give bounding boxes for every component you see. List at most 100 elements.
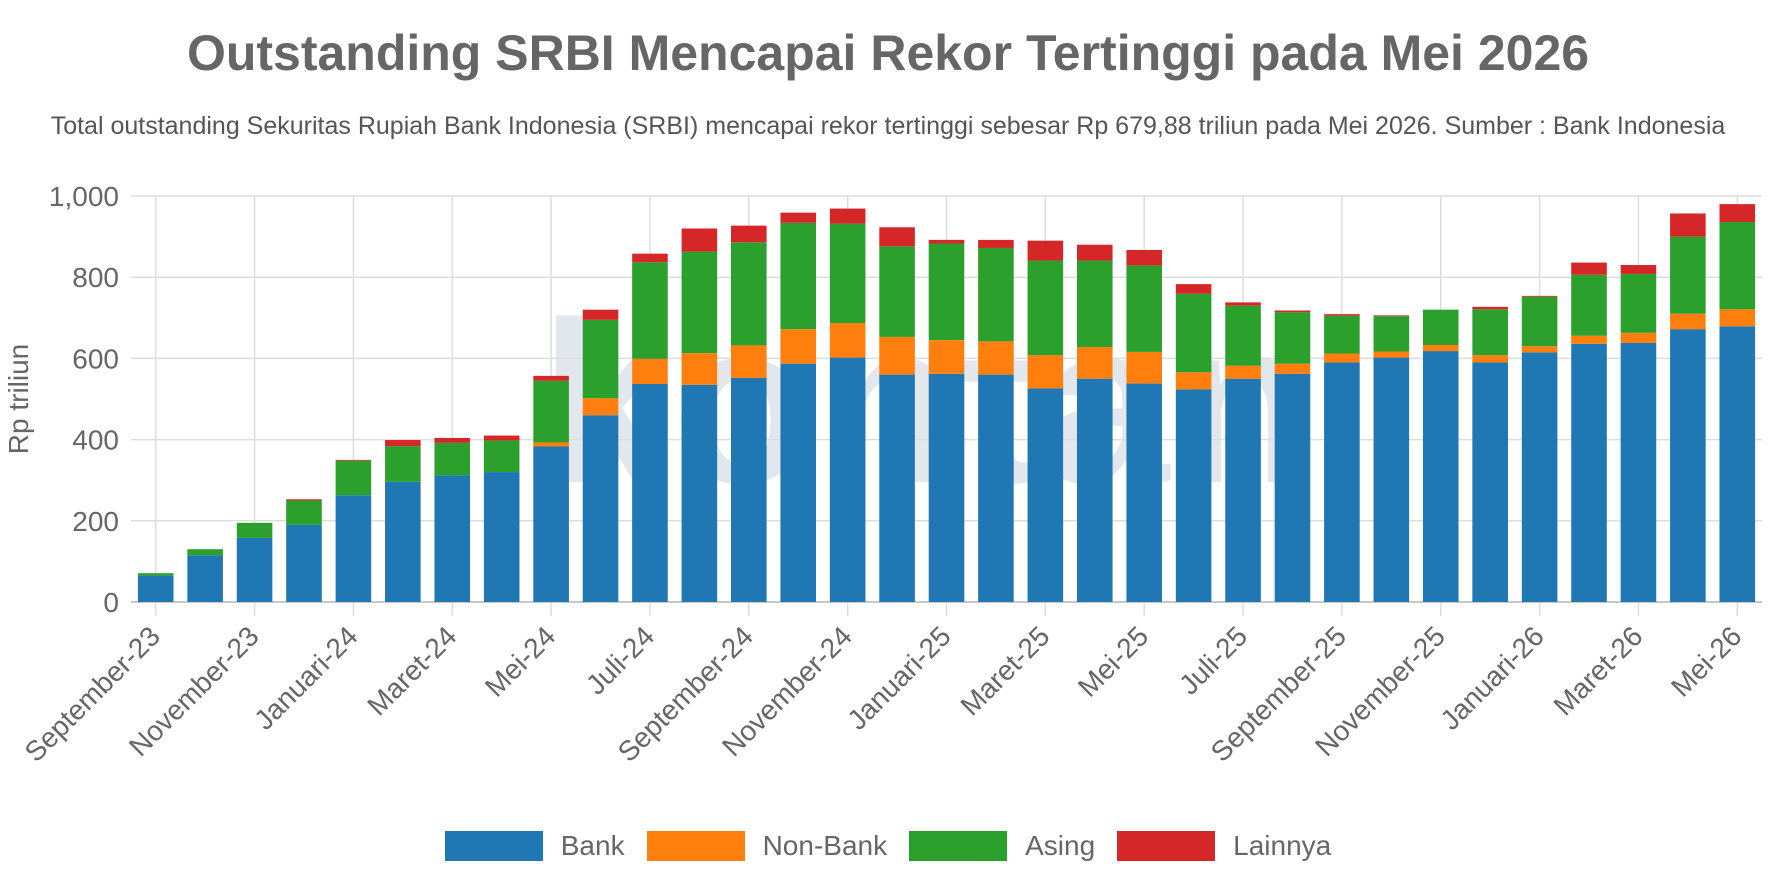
bar-lainnya — [1324, 314, 1360, 316]
bar-lainnya — [385, 440, 421, 447]
bar-non-bank — [681, 353, 718, 385]
y-tick-label: 800 — [72, 262, 119, 293]
bar-lainnya — [1670, 213, 1706, 237]
bar-bank — [286, 524, 322, 602]
bar-non-bank — [1324, 353, 1360, 363]
x-tick-label: Januari-26 — [1434, 620, 1549, 735]
bar-bank — [928, 373, 965, 602]
bar-asing — [1670, 236, 1706, 314]
bar-asing — [1373, 316, 1410, 352]
bar-lainnya — [286, 499, 322, 501]
bar-lainnya — [533, 375, 569, 381]
bar-asing — [1274, 312, 1311, 364]
chart-title: Outstanding SRBI Mencapai Rekor Tertingg… — [186, 25, 1590, 81]
bar-bank — [582, 415, 619, 602]
bar-lainnya — [978, 239, 1014, 248]
bar-lainnya — [829, 208, 866, 224]
bar-lainnya — [928, 239, 965, 244]
legend-item[interactable]: Bank — [444, 830, 625, 862]
bar-bank — [1670, 329, 1706, 602]
bar-bank — [236, 537, 273, 602]
bar-asing — [1422, 309, 1459, 346]
bar-asing — [1571, 274, 1607, 336]
legend-swatch — [646, 831, 745, 861]
bar-bank — [137, 575, 174, 602]
y-tick-label: 200 — [72, 506, 119, 537]
bar-lainnya — [1027, 240, 1064, 261]
legend-swatch — [1117, 831, 1216, 861]
bar-asing — [829, 223, 866, 324]
bar-non-bank — [1076, 347, 1113, 379]
bar-bank — [1076, 378, 1113, 602]
x-tick-label: Januari-24 — [248, 620, 363, 735]
bar-lainnya — [780, 212, 817, 223]
bar-lainnya — [1274, 310, 1311, 313]
bar-bank — [632, 383, 668, 602]
bar-non-bank — [1274, 363, 1311, 374]
bar-bank — [879, 374, 915, 602]
bar-asing — [335, 460, 372, 496]
bar-asing — [1324, 315, 1360, 354]
bar-bank — [434, 475, 471, 602]
bar-lainnya — [681, 228, 718, 252]
bar-bank — [1225, 378, 1261, 602]
legend-item[interactable]: Lainnya — [1117, 830, 1331, 862]
chart-subtitle: Total outstanding Sekuritas Rupiah Bank … — [50, 112, 1726, 140]
bar-asing — [1225, 305, 1261, 366]
bar-non-bank — [1472, 355, 1508, 363]
bar-asing — [385, 446, 421, 482]
bar-bank — [1472, 362, 1508, 602]
bar-bank — [1620, 342, 1657, 602]
bar-bank — [335, 495, 372, 602]
legend-label: Asing — [1025, 830, 1096, 861]
bar-asing — [1719, 221, 1756, 310]
bar-non-bank — [1571, 335, 1607, 344]
bar-non-bank — [1225, 365, 1261, 379]
bar-lainnya — [1076, 244, 1113, 261]
legend-item[interactable]: Non-Bank — [646, 830, 887, 862]
legend-swatch — [444, 831, 543, 861]
bar-bank — [780, 363, 817, 602]
bar-lainnya — [1620, 265, 1657, 274]
bar-non-bank — [1521, 346, 1558, 353]
bar-asing — [1076, 260, 1113, 348]
bar-bank — [1521, 352, 1558, 602]
bar-lainnya — [335, 459, 372, 461]
bar-lainnya — [1175, 284, 1212, 294]
bar-bank — [829, 357, 866, 602]
bar-asing — [483, 440, 520, 473]
x-tick-label: Mei-26 — [1665, 620, 1747, 702]
bar-asing — [978, 247, 1014, 342]
bar-non-bank — [731, 345, 767, 378]
x-tick-label: Januari-25 — [841, 620, 956, 735]
bar-asing — [1521, 296, 1558, 347]
bar-non-bank — [829, 323, 866, 358]
bar-asing — [1472, 309, 1508, 356]
chart-plot: 02004006008001,000September-23November-2… — [3, 181, 1762, 768]
bar-asing — [632, 262, 668, 359]
bar-lainnya — [1373, 315, 1410, 317]
bar-bank — [1571, 343, 1607, 602]
x-tick-label: Maret-26 — [1548, 620, 1649, 721]
bar-non-bank — [1373, 351, 1410, 358]
bar-non-bank — [928, 340, 965, 374]
bar-asing — [1027, 260, 1064, 356]
bar-lainnya — [1571, 262, 1607, 275]
legend-item[interactable]: Asing — [909, 830, 1095, 862]
legend-label: Lainnya — [1233, 830, 1332, 861]
bar-lainnya — [1719, 204, 1756, 222]
bar-bank — [1373, 357, 1410, 602]
bar-lainnya — [434, 437, 471, 443]
bar-non-bank — [978, 341, 1014, 375]
y-tick-label: 400 — [72, 425, 119, 456]
bar-bank — [1175, 389, 1212, 602]
bar-non-bank — [1719, 309, 1756, 327]
bar-lainnya — [483, 435, 520, 441]
legend: Bank Non-Bank Asing Lainnya — [0, 830, 1776, 862]
bar-asing — [879, 246, 915, 337]
bar-asing — [780, 222, 817, 330]
bar-lainnya — [1126, 249, 1162, 266]
bar-non-bank — [632, 358, 668, 384]
bar-non-bank — [1027, 355, 1064, 389]
bar-lainnya — [879, 227, 915, 247]
